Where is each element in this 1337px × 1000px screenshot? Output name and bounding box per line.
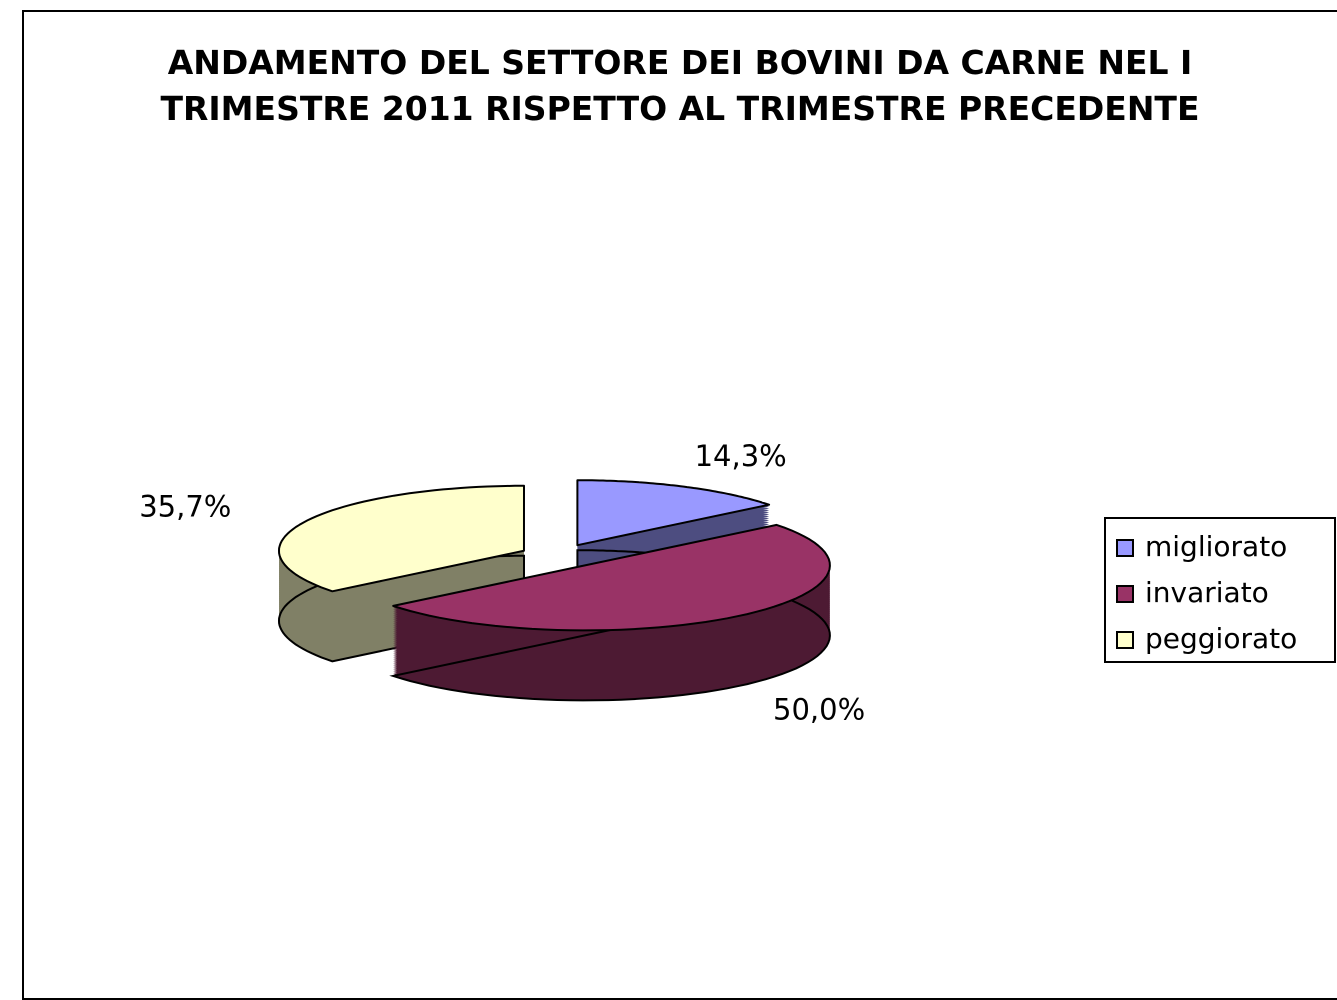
legend-swatch (1116, 585, 1134, 603)
data-label: 14,3% (695, 439, 787, 473)
pie-slice (576, 479, 771, 547)
legend-swatch (1116, 631, 1134, 649)
pie-slice (392, 523, 831, 632)
pie-slice-bottom-outline (389, 593, 831, 702)
legend-box (1104, 517, 1336, 663)
legend-label: invariato (1145, 576, 1269, 609)
data-label: 50,0% (773, 692, 865, 726)
legend-label: migliorato (1145, 530, 1287, 563)
data-label: 35,7% (139, 490, 231, 524)
chart-title: ANDAMENTO DEL SETTORE DEI BOVINI DA CARN… (160, 43, 1200, 128)
legend-label: peggiorato (1145, 622, 1297, 655)
legend-swatch (1116, 539, 1134, 557)
pie-slice (278, 484, 525, 593)
